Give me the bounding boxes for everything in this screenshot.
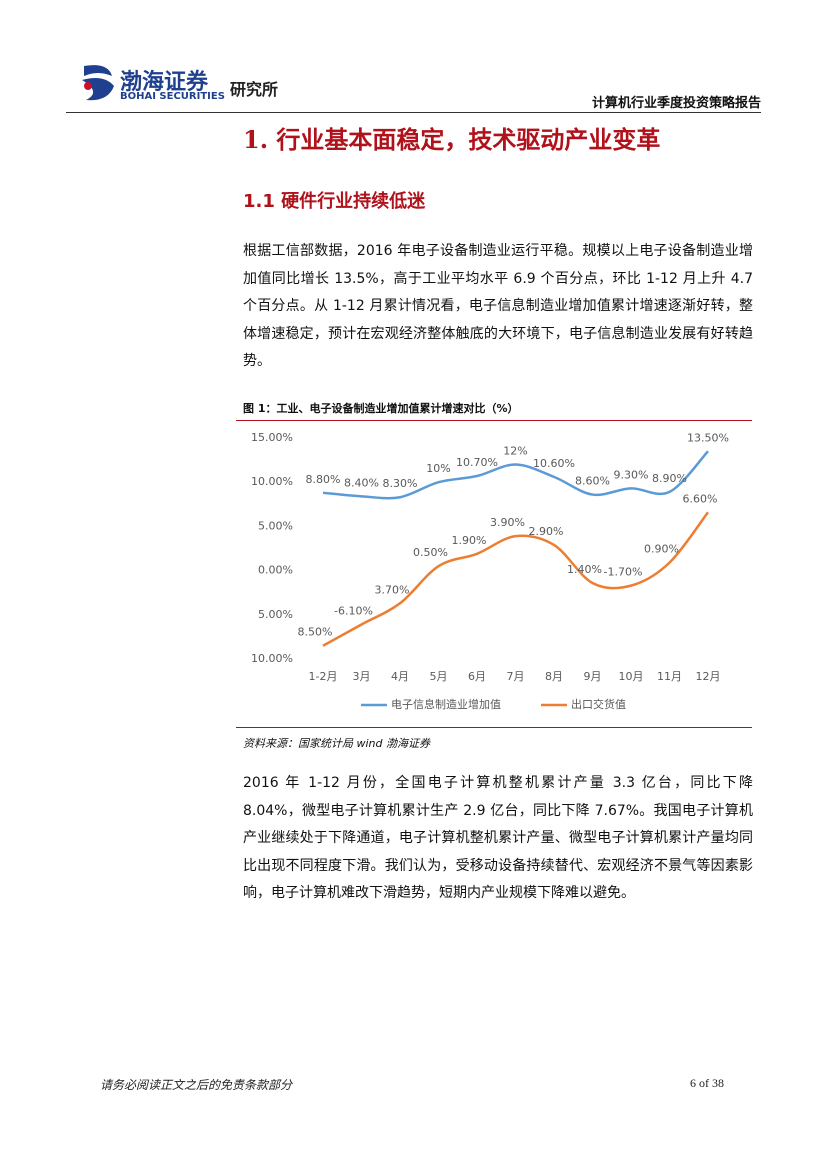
x-tick-label: 1-2月 <box>309 670 338 683</box>
paragraph: 2016 年 1-12 月份，全国电子计算机整机累计产量 3.3 亿台，同比下降… <box>243 775 753 902</box>
department: 研究所 <box>230 80 279 99</box>
data-label: 8.50% <box>298 626 333 639</box>
x-tick-label: 7月 <box>507 670 525 683</box>
x-tick-label: 11月 <box>657 670 682 683</box>
data-label: 8.40% <box>344 476 379 489</box>
legend-label: 电子信息制造业增加值 <box>391 697 501 711</box>
data-label: 8.30% <box>383 477 418 490</box>
data-label: 10.70% <box>456 456 498 469</box>
y-tick-label: 10.00% <box>251 475 293 488</box>
legend-label: 出口交货值 <box>571 697 626 711</box>
data-label: 10.60% <box>533 457 575 470</box>
data-label: 8.90% <box>652 472 687 485</box>
heading-2: 1.1 硬件行业持续低迷 <box>243 191 426 212</box>
x-tick-label: 3月 <box>353 670 371 683</box>
x-tick-label: 8月 <box>545 670 563 683</box>
report-title: 计算机行业季度投资策略报告 <box>591 96 761 111</box>
company-name-en: BOHAI SECURITIES <box>120 91 225 102</box>
chart: 15.00% 10.00% 5.00% 0.00% 5.00% 10.00% 1-2月 3月 4… <box>251 431 729 711</box>
data-label: 13.50% <box>687 431 729 444</box>
figure-source: 资料来源：国家统计局 wind 渤海证券 <box>243 737 430 750</box>
data-label: 1.90% <box>452 534 487 547</box>
data-label: 3.90% <box>490 516 525 529</box>
data-label: 8.80% <box>306 473 341 486</box>
x-tick-label: 6月 <box>468 670 486 683</box>
figure-rule <box>236 727 752 728</box>
data-label: 12% <box>503 445 527 458</box>
y-tick-label: 10.00% <box>251 652 293 665</box>
data-label: 3.70% <box>375 583 410 596</box>
data-label: -6.10% <box>334 605 373 618</box>
x-tick-label: 4月 <box>391 670 409 683</box>
header-rule <box>66 112 761 113</box>
data-label: 9.30% <box>614 468 649 481</box>
figure-rule <box>236 420 752 421</box>
series-line <box>322 511 709 647</box>
footer-disclaimer: 请务必阅读正文之后的免责条款部分 <box>100 1078 293 1092</box>
data-label: 0.90% <box>644 543 679 556</box>
data-label: 8.60% <box>575 475 610 488</box>
page-number: 6 of 38 <box>690 1076 724 1090</box>
data-label: 0.50% <box>413 546 448 559</box>
series-line <box>322 450 709 500</box>
logo <box>82 65 114 101</box>
x-tick-label: 12月 <box>696 670 721 683</box>
data-label: -1.70% <box>604 566 643 579</box>
x-tick-label: 9月 <box>584 670 602 683</box>
heading-1: 1. 行业基本面稳定，技术驱动产业变革 <box>243 125 661 154</box>
y-tick-label: 5.00% <box>258 608 293 621</box>
data-label: 6.60% <box>683 492 718 505</box>
y-tick-label: 0.00% <box>258 564 293 577</box>
x-tick-label: 10月 <box>619 670 644 683</box>
data-label: 2.90% <box>529 525 564 538</box>
figure-caption: 图 1：工业、电子设备制造业增加值累计增速对比（%） <box>243 402 519 415</box>
data-label: 10% <box>426 462 450 475</box>
y-tick-label: 15.00% <box>251 431 293 444</box>
company-name: 渤海证券 <box>120 69 209 95</box>
data-label: 1.40% <box>567 563 602 576</box>
y-tick-label: 5.00% <box>258 519 293 532</box>
paragraph: 根据工信部数据，2016 年电子设备制造业运行平稳。规模以上电子设备制造业增加值… <box>243 243 753 370</box>
x-tick-label: 5月 <box>430 670 448 683</box>
